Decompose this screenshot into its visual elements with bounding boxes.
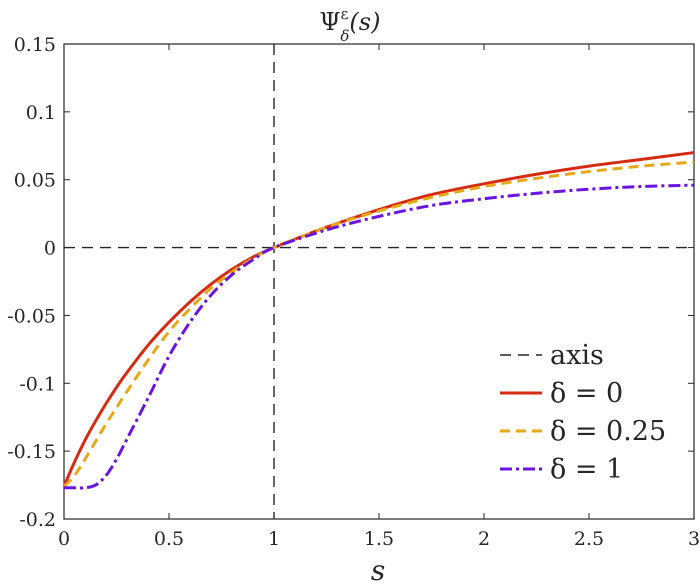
y-tick-label: -0.05: [7, 305, 56, 327]
legend: axis δ = 0 δ = 0.25 δ = 1: [500, 340, 666, 485]
chart-title-subscript: δ: [340, 27, 349, 45]
series-line-0: [62, 151, 695, 488]
x-tick-label: 1.5: [364, 528, 394, 550]
chart-title-main: Ψ: [320, 8, 341, 36]
y-tick-label: -0.1: [19, 373, 56, 395]
y-tick-label: 0.1: [26, 102, 56, 124]
x-tick-label: 3: [688, 528, 700, 550]
x-tick-label: 2: [478, 528, 490, 550]
x-tick-label: 2.5: [574, 528, 604, 550]
y-tick-label: -0.15: [7, 441, 56, 463]
legend-label-0: axis: [550, 340, 604, 371]
chart-title-argument: (s): [349, 8, 380, 36]
chart-title-superscript: ε: [341, 5, 349, 23]
x-tick-label: 0.5: [154, 528, 184, 550]
x-tick-label: 1: [268, 528, 280, 550]
series-line-1: [62, 160, 695, 488]
y-tick-label: -0.2: [19, 509, 56, 531]
axes-box: [63, 43, 695, 520]
legend-label-2: δ = 0.25: [550, 416, 666, 447]
x-tick-label: 0: [58, 528, 70, 550]
legend-label-3: δ = 1: [550, 454, 623, 485]
y-tick-label: 0: [44, 238, 56, 260]
y-tick-label: 0.05: [14, 170, 56, 192]
plot-area: 0 0.5 1 1.5 2 2.5 3 0.15 0.1 0.05 0 -0.05 -0.1 -0.15 -…: [7, 34, 700, 550]
legend-label-1: δ = 0: [550, 378, 623, 409]
y-tick-label: 0.15: [14, 34, 56, 56]
x-axis-label: s: [371, 554, 385, 585]
series-line-2: [64, 183, 695, 490]
chart-title: Ψε δ(s): [320, 5, 381, 45]
